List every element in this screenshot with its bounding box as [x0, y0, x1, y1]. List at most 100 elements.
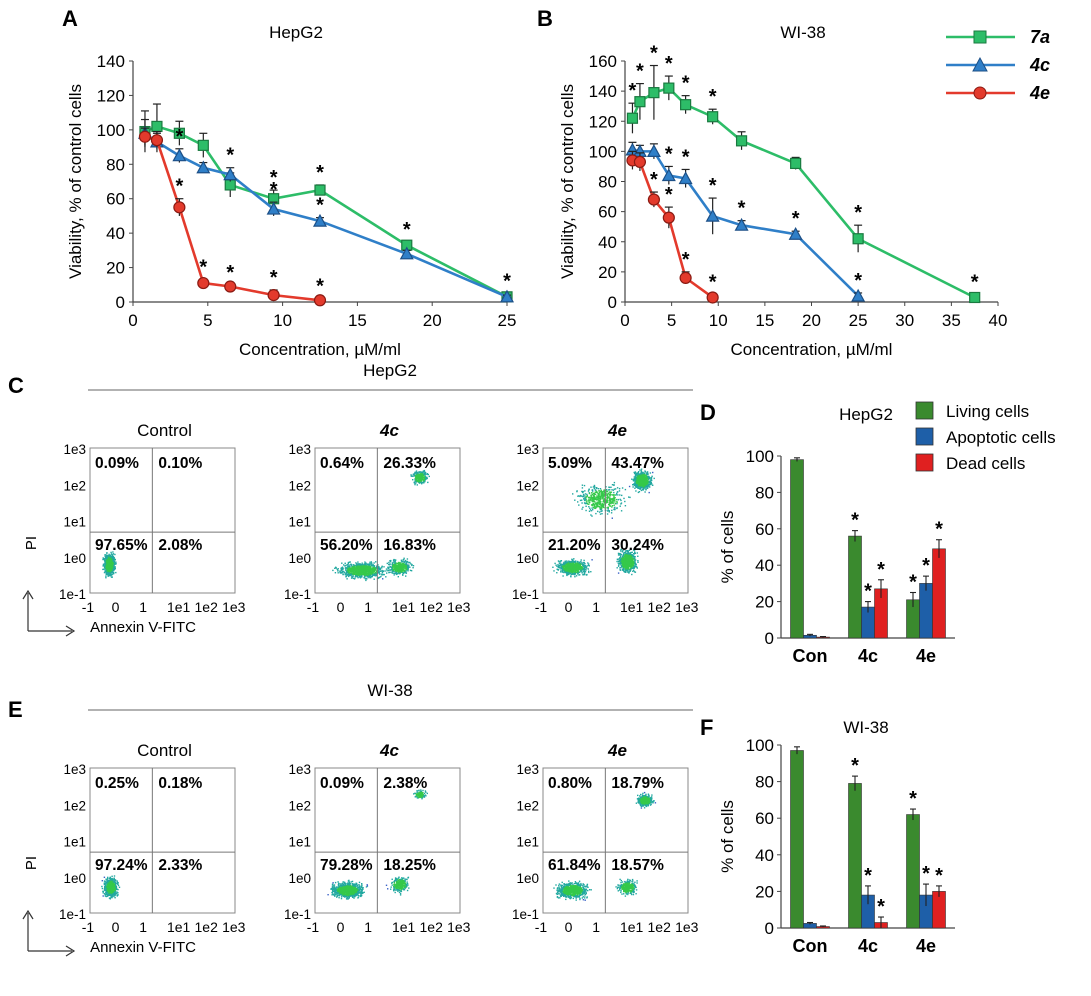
significance-star: * — [199, 257, 207, 279]
x-tick-label: 5 — [203, 311, 212, 330]
x-tick-label: 1e1 — [167, 919, 191, 935]
y-tick-label: 20 — [106, 259, 125, 278]
scatter-dots — [332, 469, 430, 582]
data-point-4c — [734, 217, 749, 231]
y-tick-label: 1e-1 — [59, 587, 86, 602]
line-legend: 7a 4c 4e — [946, 27, 1050, 103]
y-tick-label: 20 — [598, 263, 617, 282]
significance-star: * — [877, 896, 885, 918]
data-point-7a — [663, 82, 675, 94]
y-tick-label: 1e1 — [516, 835, 539, 850]
annexin-arrow-head — [65, 625, 76, 637]
significance-star: * — [854, 270, 862, 292]
flow-plot-title: 4e — [607, 421, 627, 440]
x-axis-label: Concentration, µM/ml — [731, 340, 893, 359]
x-tick-label: 0 — [128, 311, 137, 330]
x-tick-label: 0 — [337, 919, 345, 935]
quadrant-percent: 0.80% — [548, 775, 592, 792]
data-point-4e — [633, 155, 647, 169]
panel-letter-A: A — [62, 6, 78, 31]
y-tick-label: 40 — [755, 846, 774, 865]
x-tick-label: 35 — [942, 311, 961, 330]
y-axis-label: % of cells — [718, 800, 737, 873]
quadrant-percent: 18.25% — [383, 857, 436, 874]
significance-star: * — [316, 162, 324, 184]
y-tick-label: 60 — [106, 190, 125, 209]
annexin-arrow-head — [65, 945, 76, 957]
data-point-4c — [312, 213, 328, 227]
x-tick-label: 1e1 — [392, 919, 416, 935]
x-tick-label: 1e1 — [620, 919, 644, 935]
significance-star: * — [922, 863, 930, 885]
data-point-4e — [662, 211, 675, 224]
y-tick-label: 1e2 — [516, 798, 539, 813]
y-tick-label: 20 — [755, 593, 774, 612]
quadrant-percent: 61.84% — [548, 857, 601, 874]
pi-arrow-head — [22, 589, 34, 600]
y-tick-label: 160 — [589, 52, 617, 71]
y-tick-label: 1e3 — [63, 762, 86, 777]
significance-star: * — [403, 219, 411, 241]
bar-living-cells — [790, 750, 804, 929]
x-tick-label: 1 — [139, 599, 147, 615]
bar-living-cells — [906, 814, 920, 929]
x-tick-label: 5 — [667, 311, 676, 330]
data-point-7a — [151, 120, 163, 133]
pi-arrow-head — [22, 909, 34, 920]
series-4c: * * * * — [137, 118, 515, 303]
panel-letter-D: D — [700, 400, 716, 425]
x-tick-label: 1e2 — [195, 919, 219, 935]
x-tick-label: 30 — [895, 311, 914, 330]
data-point-4e — [138, 130, 152, 143]
y-tick-label: 1e0 — [516, 551, 539, 566]
series-7a: *** ***** — [626, 43, 981, 304]
data-point-4c — [661, 168, 676, 182]
bar-apoptotic-cells — [919, 583, 933, 639]
quadrant-percent: 16.83% — [383, 537, 436, 554]
data-point-7a — [173, 127, 185, 139]
chart-title: WI-38 — [780, 23, 825, 42]
series-line-7a — [631, 86, 976, 299]
x-tick-label: 0 — [565, 919, 573, 935]
y-tick-label: 80 — [755, 773, 774, 792]
y-axis-label: Viability, % of control cells — [66, 84, 85, 279]
series-7a: * * * * — [139, 103, 513, 303]
quadrant-percent: 0.09% — [320, 775, 364, 792]
flow-plot-1: 4c0.64% 26.33%56.20% 16.83%1e31e21e11e01e-… — [284, 421, 471, 615]
y-tick-label: 60 — [598, 203, 617, 222]
x-tick-label: 1e3 — [447, 919, 471, 935]
significance-star: * — [226, 262, 234, 284]
panel-letter-C: C — [8, 373, 24, 398]
x-tick-label: 1e3 — [447, 599, 471, 615]
significance-star: * — [935, 519, 943, 541]
flow-plot-title: 4c — [379, 421, 399, 440]
quadrant-percent: 26.33% — [383, 455, 436, 472]
flow-plot-title: Control — [137, 741, 192, 760]
significance-star: * — [270, 167, 278, 189]
series-4e: * * * * — [626, 150, 719, 304]
x-tick-label: 40 — [989, 311, 1008, 330]
y-tick-label: 1e-1 — [284, 587, 311, 602]
x-tick-label: 20 — [423, 311, 442, 330]
x-tick-label: 1e3 — [675, 599, 699, 615]
quadrant-percent: 97.65% — [95, 537, 148, 554]
pi-axis-label: PI — [23, 536, 40, 550]
significance-star: * — [270, 267, 278, 289]
chart-A: 0 20 40 60 80 100 120 140 0 5 10 15 20 25 Concentratio… — [66, 23, 516, 359]
significance-star: * — [629, 80, 637, 102]
y-tick-label: 60 — [755, 809, 774, 828]
y-tick-label: 1e0 — [288, 871, 311, 886]
x-tick-label: 10 — [709, 311, 728, 330]
y-tick-label: 40 — [598, 233, 617, 252]
data-point-7a — [197, 139, 209, 151]
y-tick-label: 1e1 — [288, 515, 311, 530]
data-point-4c — [705, 208, 720, 222]
legend-label-7a: 7a — [1030, 27, 1050, 47]
x-tick-label: 25 — [849, 311, 868, 330]
y-tick-label: 1e0 — [288, 551, 311, 566]
quadrant-percent: 0.64% — [320, 455, 364, 472]
x-tick-label: 1e2 — [648, 919, 672, 935]
